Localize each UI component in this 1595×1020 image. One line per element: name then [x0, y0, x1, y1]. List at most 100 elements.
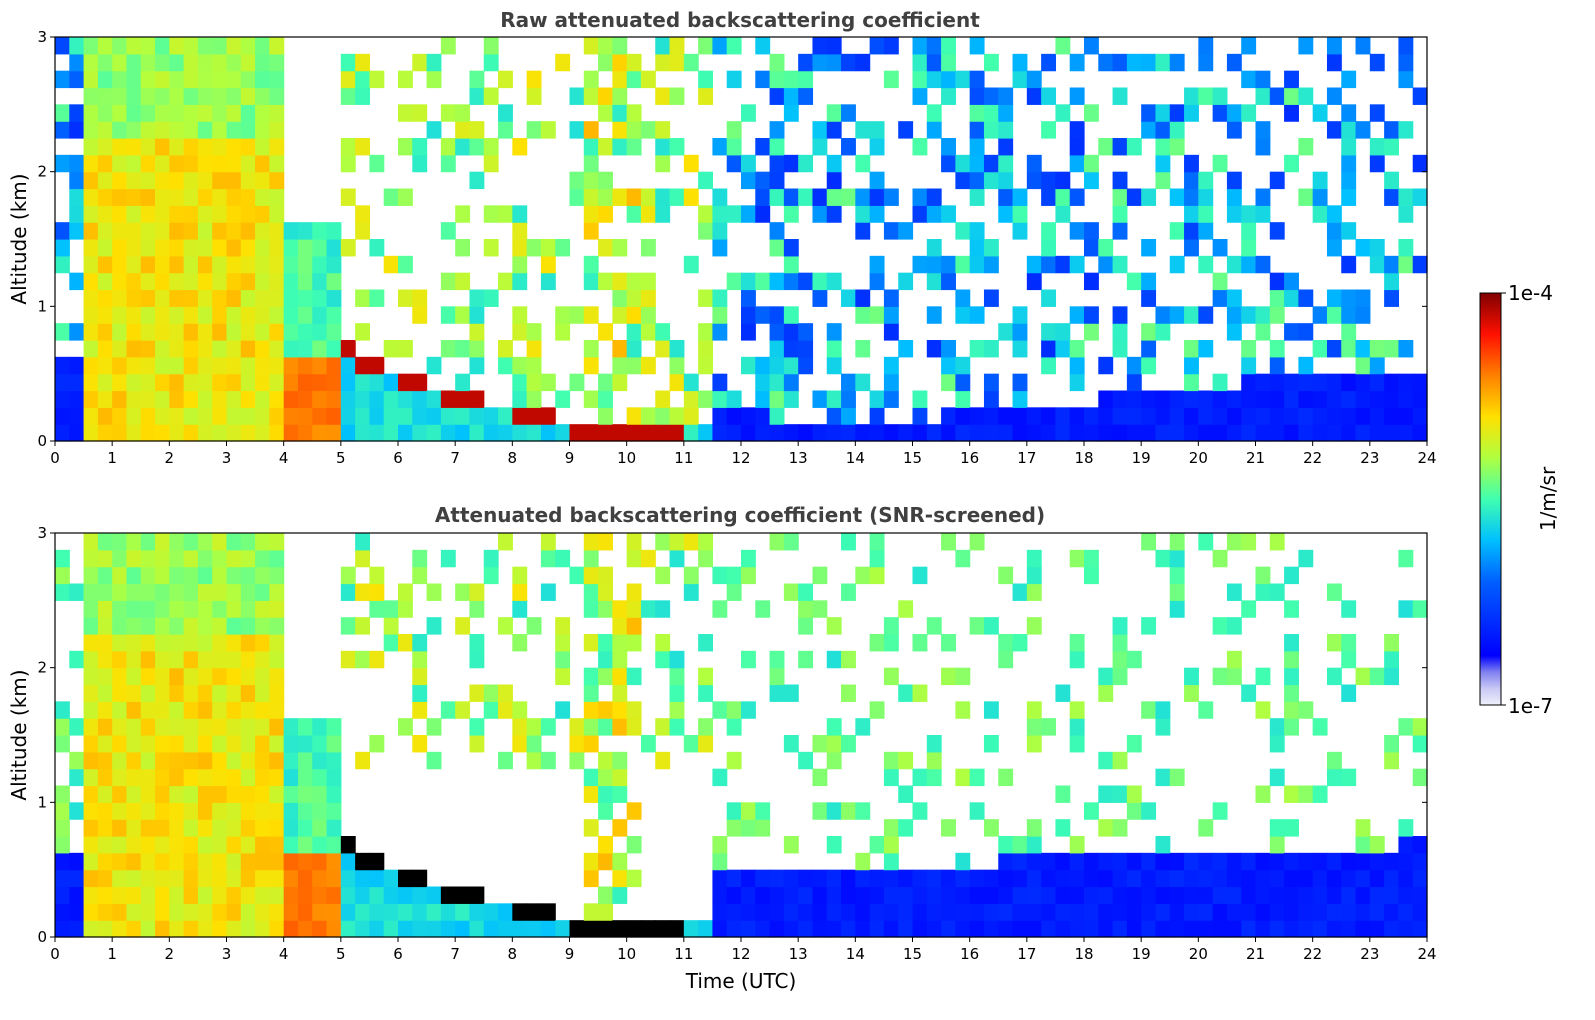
heatmap-cell: [1098, 390, 1114, 408]
heatmap-cell: [640, 289, 656, 307]
heatmap-cell: [140, 205, 156, 223]
x-tick-label: 24: [1417, 945, 1436, 963]
heatmap-cell: [1069, 735, 1085, 753]
heatmap-cell: [1126, 272, 1142, 291]
heatmap-cell: [169, 903, 185, 921]
heatmap-cell: [1112, 667, 1128, 686]
heatmap-cell: [126, 768, 142, 787]
heatmap-cell: [112, 171, 128, 190]
heatmap-cell: [126, 634, 142, 652]
heatmap-cell: [583, 583, 599, 601]
heatmap-cell: [1398, 390, 1414, 408]
heatmap-cell: [197, 903, 213, 921]
heatmap-cell: [240, 239, 256, 257]
heatmap-cell: [583, 920, 599, 938]
heatmap-cell: [769, 306, 785, 324]
heatmap-cell: [126, 869, 142, 888]
heatmap-cell: [112, 87, 128, 105]
heatmap-cell: [297, 819, 313, 837]
heatmap-cell: [512, 205, 528, 223]
heatmap-cell: [197, 323, 213, 341]
heatmap-cell: [783, 583, 799, 601]
heatmap-cell: [1269, 222, 1285, 240]
heatmap-cell: [526, 407, 542, 425]
heatmap-cell: [598, 650, 613, 669]
heatmap-cell: [83, 390, 99, 408]
heatmap-cell: [626, 121, 642, 139]
heatmap-cell: [1398, 121, 1414, 139]
heatmap-cell: [1069, 407, 1085, 425]
heatmap-cell: [469, 600, 485, 618]
heatmap-cell: [1355, 390, 1371, 408]
heatmap-cell: [612, 667, 628, 686]
heatmap-cell: [226, 751, 242, 770]
heatmap-cell: [340, 53, 356, 72]
heatmap-cell: [669, 87, 685, 105]
heatmap-cell: [412, 138, 428, 156]
heatmap-cell: [826, 104, 842, 122]
heatmap-cell: [1055, 920, 1071, 938]
heatmap-cell: [126, 407, 142, 425]
heatmap-cell: [1126, 390, 1142, 408]
heatmap-cell: [1298, 920, 1314, 938]
heatmap-cell: [255, 650, 270, 669]
heatmap-cell: [126, 340, 142, 358]
heatmap-cell: [126, 533, 142, 551]
heatmap-cell: [426, 121, 442, 139]
heatmap-cell: [212, 154, 228, 173]
heatmap-cell: [369, 70, 385, 89]
heatmap-cell: [1369, 53, 1385, 72]
heatmap-cell: [983, 701, 999, 719]
heatmap-cell: [1355, 356, 1371, 375]
heatmap-cell: [240, 390, 256, 408]
heatmap-cell: [1084, 920, 1099, 938]
heatmap-cell: [426, 356, 442, 375]
heatmap-cell: [312, 836, 328, 854]
heatmap-cell: [741, 306, 756, 324]
heatmap-cell: [983, 819, 999, 837]
heatmap-cell: [1084, 104, 1099, 122]
heatmap-cell: [1112, 323, 1128, 341]
heatmap-cell: [1269, 306, 1285, 324]
heatmap-cell: [240, 188, 256, 206]
heatmap-cell: [1412, 920, 1428, 938]
heatmap-cell: [1241, 869, 1257, 888]
heatmap-cell: [1369, 667, 1385, 686]
heatmap-cell: [226, 650, 242, 669]
heatmap-cell: [412, 920, 428, 938]
heatmap-cell: [197, 407, 213, 425]
heatmap-cell: [598, 53, 613, 72]
heatmap-cell: [183, 424, 199, 442]
heatmap-cell: [1084, 802, 1099, 820]
heatmap-cell: [183, 533, 199, 551]
heatmap-cell: [712, 188, 728, 206]
heatmap-cell: [1326, 87, 1342, 105]
heatmap-cell: [1112, 171, 1128, 190]
heatmap-cell: [526, 920, 542, 938]
heatmap-cell: [626, 920, 642, 938]
heatmap-cell: [197, 171, 213, 190]
x-tick-label: 5: [336, 449, 346, 467]
heatmap-cell: [1155, 768, 1171, 787]
heatmap-cell: [1298, 852, 1314, 871]
heatmap-cell: [226, 306, 242, 324]
heatmap-cell: [140, 239, 156, 257]
heatmap-cell: [326, 768, 342, 787]
heatmap-cell: [1026, 886, 1042, 904]
heatmap-cell: [655, 600, 671, 618]
heatmap-cell: [240, 852, 256, 871]
heatmap-cell: [1384, 340, 1400, 358]
heatmap-cell: [398, 869, 413, 888]
heatmap-cell: [1026, 171, 1042, 190]
heatmap-cell: [755, 171, 771, 190]
heatmap-cell: [297, 390, 313, 408]
heatmap-cell: [1312, 205, 1328, 223]
heatmap-cell: [212, 104, 228, 122]
heatmap-cell: [240, 920, 256, 938]
heatmap-cell: [712, 903, 728, 921]
heatmap-cell: [1369, 154, 1385, 173]
heatmap-cell: [898, 600, 914, 618]
heatmap-cell: [1055, 424, 1071, 442]
heatmap-cell: [1055, 205, 1071, 223]
heatmap-cell: [1255, 407, 1271, 425]
